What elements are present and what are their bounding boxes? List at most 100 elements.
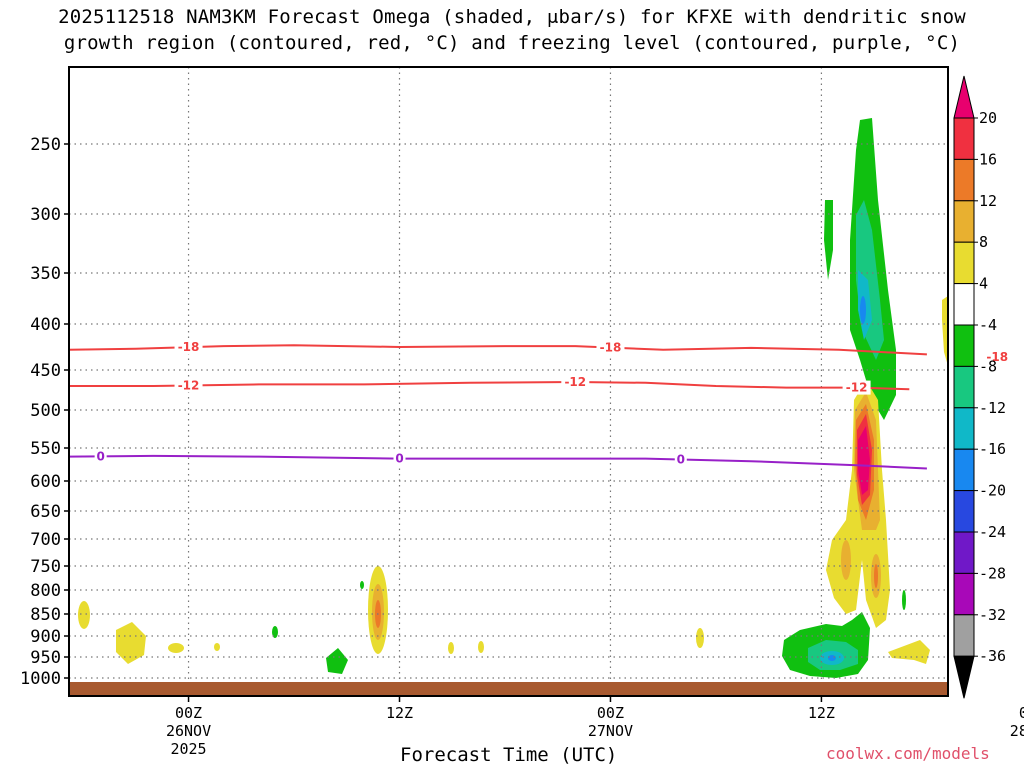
y-tick-label: 700 — [30, 530, 61, 550]
colorbar-label: 20 — [979, 109, 997, 127]
x-tick-label: 12Z — [808, 704, 835, 722]
colorbar-label: -28 — [979, 564, 1006, 582]
temperature-contours: -18-18-18-12-12-120000 — [68, 340, 1012, 478]
y-tick-label: 500 — [30, 401, 61, 421]
colorbar-swatch — [953, 448, 975, 492]
colorbar-swatch — [953, 407, 975, 450]
omega-blob — [168, 643, 184, 653]
contour-label: -18 — [986, 350, 1008, 364]
colorbar-label: -24 — [979, 523, 1006, 541]
omega-blob — [888, 640, 930, 664]
ground-fill — [69, 682, 948, 696]
plot-frame — [68, 66, 949, 697]
colorbar-swatch — [953, 572, 975, 616]
y-tick-label: 600 — [30, 472, 61, 492]
x-tick-label: 28NOV — [1010, 722, 1024, 740]
omega-blob — [696, 628, 704, 648]
colorbar-cap-bottom — [953, 655, 975, 699]
colorbar-label: -12 — [979, 399, 1006, 417]
colorbar-cap-top — [953, 75, 975, 119]
colorbar-label: -16 — [979, 440, 1006, 458]
contour-label-bg — [674, 452, 687, 467]
x-tick-label: 00Z — [1019, 704, 1024, 722]
colorbar-label: -20 — [979, 482, 1006, 500]
axes: 2503003504004505005506006507007508008509… — [20, 66, 1024, 758]
contour-label: 0 — [96, 449, 104, 463]
omega-blob — [360, 581, 364, 589]
colorbar-swatch — [953, 241, 975, 285]
y-tick-label: 400 — [30, 315, 61, 335]
omega-blob — [116, 622, 146, 664]
x-tick-label: 26NOV — [166, 722, 211, 740]
contour-label-bg — [983, 350, 1012, 365]
colorbar-label: 12 — [979, 192, 997, 210]
omega-blob — [448, 642, 454, 654]
colorbar-swatch — [953, 365, 975, 409]
y-tick-label: 300 — [30, 205, 61, 225]
omega-blob — [858, 426, 870, 495]
x-tick-label: 27NOV — [588, 722, 633, 740]
contour-label: -12 — [178, 378, 200, 392]
omega-shading — [78, 118, 948, 678]
colorbar-label: -8 — [979, 357, 997, 375]
contour-label-bg — [596, 340, 625, 355]
contour-label: 0 — [677, 452, 685, 466]
y-tick-label: 450 — [30, 361, 61, 381]
x-tick-label: 12Z — [386, 704, 413, 722]
contour-label-bg — [842, 380, 871, 395]
x-tick-label: 00Z — [175, 704, 202, 722]
colorbar-label: 8 — [979, 233, 988, 251]
contour-label-bg — [561, 375, 590, 389]
omega-colorbar: 20 16 12 8 4 -4 -8 -12 -16 -20 -24 -28 -32 -36 — [953, 75, 1006, 699]
y-tick-label: 1000 — [20, 669, 61, 689]
y-tick-label: 950 — [30, 648, 61, 668]
y-tick-label: 350 — [30, 264, 61, 284]
y-tick-label: 750 — [30, 557, 61, 577]
contour-label: -12 — [564, 375, 586, 389]
colorbar-label: -32 — [979, 606, 1006, 624]
y-tick-label: 250 — [30, 135, 61, 155]
contour-label-bg — [393, 451, 406, 466]
contour-label-bg — [94, 449, 107, 464]
colorbar-swatch — [953, 490, 975, 533]
colorbar-label: -36 — [979, 647, 1006, 665]
contour-label-bg — [174, 340, 203, 355]
colorbar-label: 16 — [979, 150, 997, 168]
omega-blob — [824, 200, 833, 280]
contour-label-bg — [174, 378, 203, 393]
grid-lines — [69, 67, 948, 696]
omega-blob — [78, 601, 90, 629]
x-tick-label: 2025 — [170, 740, 206, 758]
colorbar-swatch — [953, 283, 975, 326]
x-axis-label: Forecast Time (UTC) — [400, 744, 618, 766]
ground-strip — [69, 682, 948, 696]
colorbar-swatch — [953, 614, 975, 657]
contour-label: -18 — [600, 341, 622, 355]
y-tick-label: 550 — [30, 439, 61, 459]
chart-title-line2: growth region (contoured, red, °C) and f… — [63, 32, 961, 54]
omega-blob — [841, 540, 851, 580]
omega-blob — [860, 296, 866, 324]
colorbar-swatch — [953, 324, 975, 367]
omega-blob — [902, 590, 906, 610]
colorbar-swatch — [953, 117, 975, 160]
contour-label: -18 — [178, 340, 200, 354]
colorbar-label: 4 — [979, 275, 988, 293]
colorbar-swatch — [953, 531, 975, 574]
omega-blob — [272, 626, 278, 638]
colorbar-label: -4 — [979, 316, 997, 334]
y-tick-label: 900 — [30, 627, 61, 647]
omega-blob — [942, 296, 948, 366]
omega-blob — [828, 655, 836, 661]
y-tick-label: 650 — [30, 502, 61, 522]
y-tick-label: 850 — [30, 605, 61, 625]
colorbar-swatch — [953, 158, 975, 202]
y-tick-label: 800 — [30, 581, 61, 601]
omega-blob — [874, 564, 878, 588]
credit-text: coolwx.com/models — [826, 744, 990, 763]
omega-blob — [478, 641, 484, 653]
colorbar-swatch — [953, 200, 975, 243]
omega-blob — [214, 643, 220, 651]
omega-blob — [326, 648, 348, 674]
